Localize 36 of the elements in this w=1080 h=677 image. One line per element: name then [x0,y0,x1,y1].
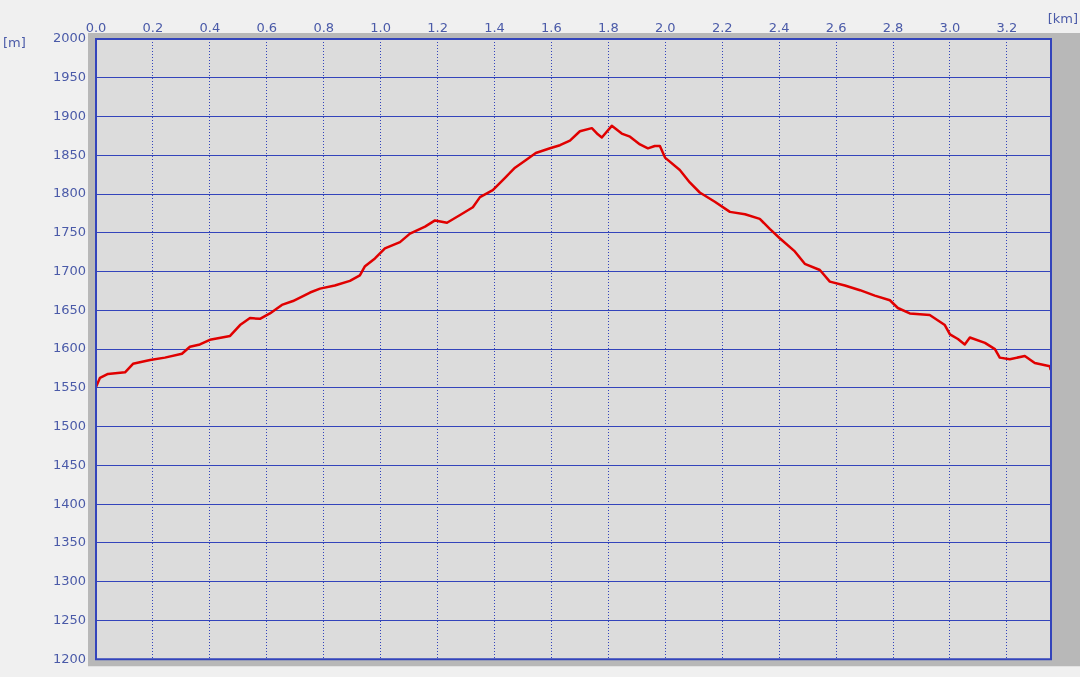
x-tick-label: 0.8 [313,19,335,35]
y-tick-label: 1750 [52,224,86,240]
y-tick-label: 2000 [52,30,86,46]
y-tick-label: 1850 [52,146,86,162]
x-tick-label: 1.0 [370,19,391,35]
x-tick-label: 0.4 [199,19,221,35]
y-tick-label: 1300 [52,573,86,589]
x-tick-label: 3.0 [939,19,961,35]
y-tick-label: 1450 [52,456,86,472]
x-tick-label: 1.6 [541,19,562,35]
x-tick-label: 1.2 [427,19,448,35]
x-tick-label: 2.0 [654,19,676,35]
x-tick-label: 0.2 [142,19,164,35]
x-tick-label: 2.4 [768,19,790,35]
y-tick-label: 1500 [52,418,86,433]
y-tick-label: 1350 [52,534,86,550]
y-tick-label: 1550 [52,379,86,395]
x-tick-label: 2.8 [882,19,904,35]
y-tick-label: 1800 [52,185,86,201]
x-tick-label: 3.2 [996,19,1018,35]
x-tick-label: 0.0 [85,19,107,35]
y-tick-label: 1400 [52,495,86,511]
y-tick-label: 1650 [52,301,86,317]
y-axis-title: [m] [3,35,26,51]
x-axis-title: [km] [1047,11,1078,27]
x-tick-label: 2.6 [825,19,847,35]
y-tick-label: 1700 [52,262,86,278]
x-tick-label: 1.4 [484,19,505,35]
x-tick-label: 2.2 [711,19,733,35]
y-tick-label: 1250 [52,611,86,627]
x-tick-label: 1.8 [598,19,619,35]
y-tick-label: 1950 [52,69,86,85]
y-tick-label: 1200 [52,650,86,666]
x-tick-label: 0.6 [256,19,278,35]
y-tick-label: 1600 [52,340,86,356]
y-tick-label: 1900 [52,107,86,123]
